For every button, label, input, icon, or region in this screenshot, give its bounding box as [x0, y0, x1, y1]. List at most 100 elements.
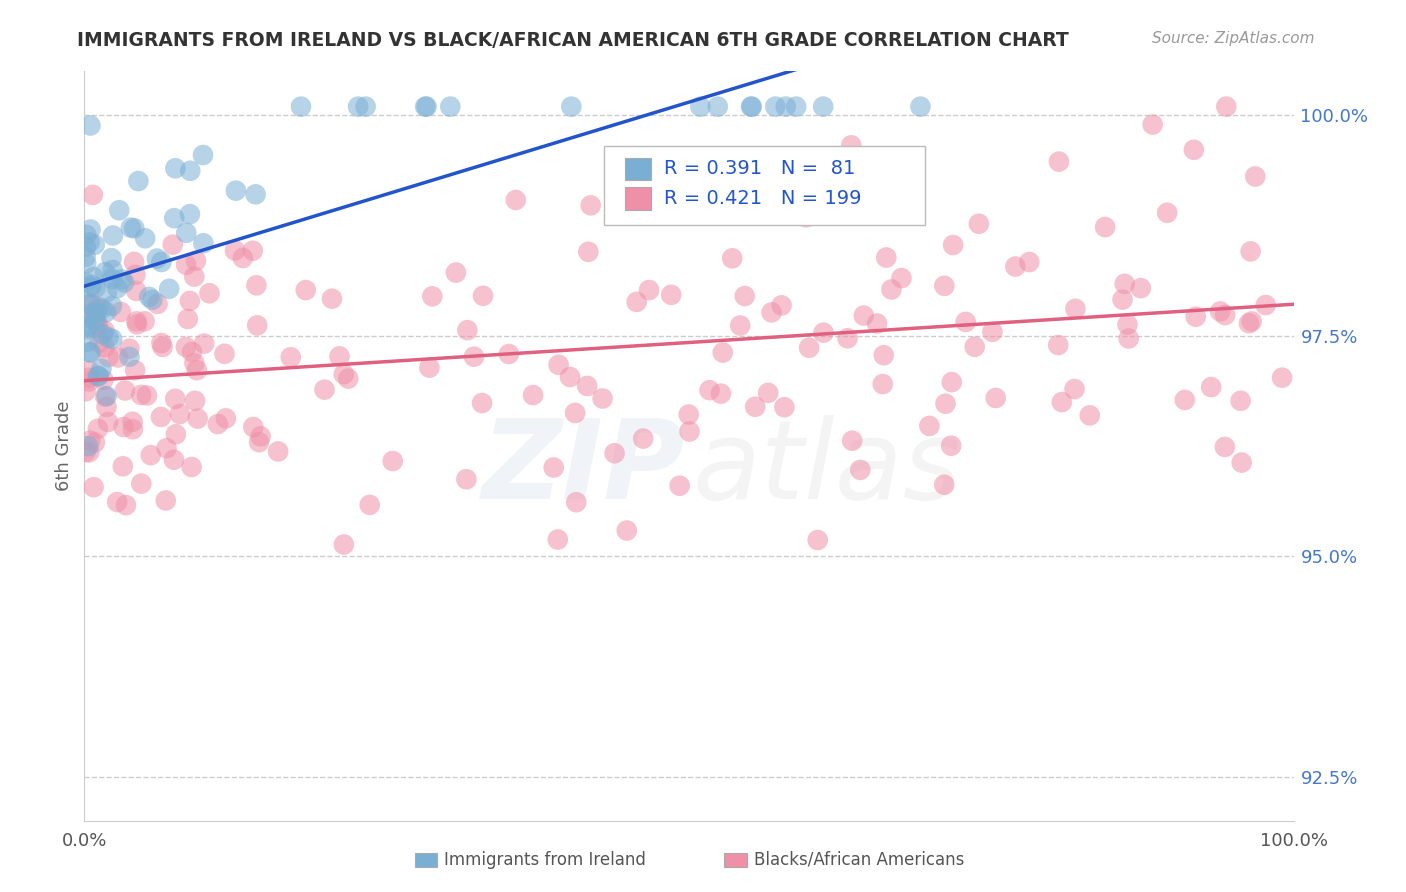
Point — [1004, 260, 1026, 274]
Point — [177, 312, 200, 326]
Point — [138, 290, 160, 304]
Point — [224, 244, 246, 258]
Point — [87, 422, 110, 436]
Point — [96, 389, 118, 403]
Point — [105, 281, 128, 295]
Point — [1063, 382, 1085, 396]
Point — [150, 255, 173, 269]
Point — [498, 347, 520, 361]
Point — [79, 364, 101, 378]
Point — [96, 285, 118, 299]
Point — [87, 318, 110, 333]
Point — [163, 211, 186, 226]
Point — [1215, 100, 1237, 114]
Point — [247, 435, 270, 450]
Point — [789, 203, 811, 218]
Point — [127, 174, 149, 188]
Point — [775, 100, 797, 114]
Text: Immigrants from Ireland: Immigrants from Ireland — [444, 851, 647, 869]
Point — [592, 392, 614, 406]
Point — [120, 220, 142, 235]
Point — [79, 119, 101, 133]
Point — [214, 347, 236, 361]
Point — [84, 313, 107, 327]
Point — [80, 308, 103, 322]
Point — [755, 196, 778, 211]
Point — [981, 325, 1004, 339]
Point — [837, 331, 859, 345]
Point — [354, 100, 377, 114]
Point — [1156, 206, 1178, 220]
Point — [1237, 316, 1260, 330]
Point — [333, 367, 356, 381]
Point — [125, 318, 148, 332]
Point — [79, 235, 101, 250]
Point — [94, 265, 117, 279]
Point — [152, 340, 174, 354]
Point — [638, 283, 661, 297]
Point — [337, 371, 360, 385]
Point — [157, 282, 180, 296]
Point — [863, 153, 886, 168]
Point — [740, 100, 762, 114]
Point — [579, 198, 602, 212]
Point — [678, 425, 700, 439]
Text: IMMIGRANTS FROM IRELAND VS BLACK/AFRICAN AMERICAN 6TH GRADE CORRELATION CHART: IMMIGRANTS FROM IRELAND VS BLACK/AFRICAN… — [77, 31, 1069, 50]
Point — [734, 289, 756, 303]
Point — [180, 460, 202, 475]
Point — [668, 479, 690, 493]
Point — [1018, 255, 1040, 269]
Point — [183, 269, 205, 284]
Point — [471, 396, 494, 410]
Point — [631, 432, 654, 446]
Point — [114, 384, 136, 398]
Point — [1199, 380, 1222, 394]
Point — [118, 350, 141, 364]
Point — [794, 211, 817, 225]
Point — [122, 255, 145, 269]
Point — [1050, 395, 1073, 409]
Point — [82, 312, 104, 326]
Point — [110, 305, 132, 319]
Point — [75, 256, 97, 270]
Point — [181, 345, 204, 359]
Point — [1047, 338, 1070, 352]
Point — [347, 100, 370, 114]
Point — [146, 297, 169, 311]
Point — [83, 237, 105, 252]
Point — [849, 463, 872, 477]
Point — [813, 326, 835, 340]
Point — [699, 383, 721, 397]
Point — [1239, 244, 1261, 259]
Point — [75, 227, 97, 242]
Point — [505, 193, 527, 207]
Point — [910, 100, 932, 114]
Point — [101, 228, 124, 243]
Point — [359, 498, 381, 512]
Point — [105, 495, 128, 509]
Point — [1078, 409, 1101, 423]
Point — [96, 305, 118, 319]
Point — [193, 336, 215, 351]
Point — [215, 411, 238, 425]
Point — [174, 340, 197, 354]
Point — [934, 477, 956, 491]
Point — [1184, 310, 1206, 324]
Point — [963, 340, 986, 354]
Point — [79, 222, 101, 236]
Point — [727, 153, 749, 168]
Point — [547, 358, 569, 372]
Point — [1230, 456, 1253, 470]
Point — [75, 322, 97, 336]
Point — [125, 314, 148, 328]
Point — [108, 203, 131, 218]
Point — [543, 460, 565, 475]
Y-axis label: 6th Grade: 6th Grade — [55, 401, 73, 491]
Point — [93, 373, 115, 387]
Point — [1254, 298, 1277, 312]
Point — [121, 415, 143, 429]
Point — [83, 435, 105, 450]
Point — [82, 270, 104, 285]
Point — [79, 280, 101, 294]
Point — [891, 181, 914, 195]
